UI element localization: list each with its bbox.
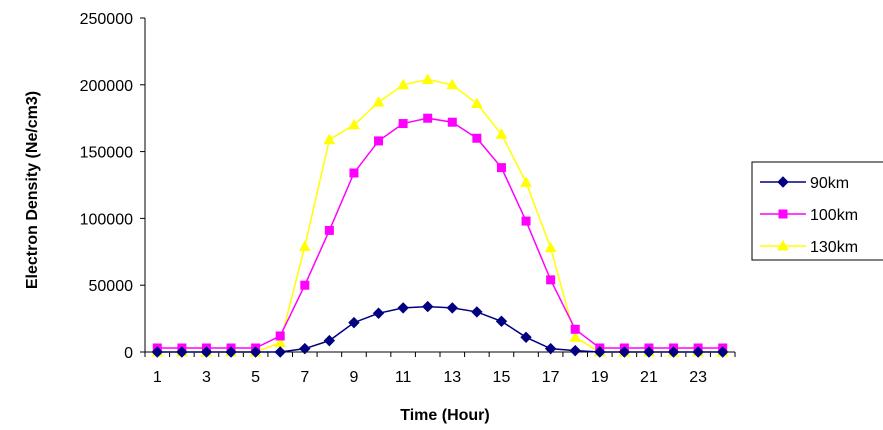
x-tick-label: 7 <box>300 369 309 386</box>
data-point <box>423 113 433 123</box>
y-axis-title: Electron Density (Ne/cm3) <box>24 91 41 289</box>
legend-marker <box>777 176 789 188</box>
axes <box>144 18 735 353</box>
x-tick-label: 5 <box>251 369 260 386</box>
data-point <box>570 324 580 334</box>
y-tick-label: 250000 <box>80 11 133 28</box>
legend-label: 130km <box>810 239 858 256</box>
data-point <box>398 119 408 129</box>
data-point <box>324 225 334 235</box>
data-point <box>471 97 483 109</box>
series-line <box>157 117 723 349</box>
x-tick-label: 1 <box>153 369 162 386</box>
data-point <box>421 73 434 84</box>
data-point <box>374 136 384 146</box>
data-point <box>667 346 680 358</box>
data-point <box>544 342 557 355</box>
data-point <box>349 168 359 178</box>
series-90km <box>151 300 729 358</box>
series-100km <box>152 113 728 353</box>
legend-entry-100km: 100km <box>760 207 858 224</box>
x-tick-label: 9 <box>350 369 359 386</box>
x-tick-label: 3 <box>202 369 211 386</box>
legend-entry-90km: 90km <box>760 175 849 192</box>
x-tick-label: 19 <box>591 369 609 386</box>
data-point <box>546 275 556 285</box>
data-point <box>520 176 532 187</box>
data-point <box>643 346 655 358</box>
data-point <box>521 216 531 226</box>
x-tick-labels: 1 3 5 7 9 11 13 15 17 19 21 23 <box>144 352 736 386</box>
series-layer <box>151 73 729 358</box>
data-point <box>717 346 729 358</box>
y-tick-label: 0 <box>124 345 133 362</box>
data-point <box>275 331 285 341</box>
x-tick-label: 11 <box>395 369 412 386</box>
y-axis-title-group: Electron Density (Ne/cm3) <box>24 91 41 289</box>
data-point <box>569 344 581 357</box>
legend-entry-130km: 130km <box>760 239 858 256</box>
y-tick-label: 100000 <box>80 211 133 228</box>
data-point <box>496 163 506 173</box>
data-point <box>569 331 582 342</box>
data-point <box>372 307 385 319</box>
data-point <box>618 346 631 358</box>
data-point <box>397 78 409 90</box>
data-point <box>348 118 360 130</box>
legend-label: 90km <box>810 175 849 192</box>
x-axis-title: Time (Hour) <box>400 407 489 424</box>
data-point <box>495 128 508 139</box>
data-point <box>348 316 360 329</box>
data-point <box>447 117 457 127</box>
data-point <box>471 306 483 318</box>
x-tick-label: 13 <box>443 369 461 386</box>
data-point <box>274 346 286 358</box>
legend-box <box>751 161 883 261</box>
data-point <box>323 133 336 145</box>
x-tick-label: 23 <box>689 369 707 386</box>
data-point <box>692 346 704 358</box>
data-point <box>422 300 434 313</box>
legend-marker <box>778 209 788 219</box>
x-tick-label: 21 <box>640 369 658 386</box>
y-tick-label: 150000 <box>80 145 133 162</box>
data-point <box>594 346 606 358</box>
data-point <box>249 346 262 358</box>
data-point <box>300 280 310 290</box>
legend-label: 100km <box>810 207 858 224</box>
legend-marker <box>777 239 789 251</box>
data-point <box>151 346 163 358</box>
data-point <box>495 315 508 327</box>
x-tick-label: 17 <box>542 369 560 386</box>
y-tick-labels: 0 50000 100000 150000 200000 250000 <box>80 11 145 362</box>
data-point <box>200 346 213 358</box>
y-tick-label: 200000 <box>80 78 133 95</box>
x-tick-label: 15 <box>493 369 511 386</box>
data-point <box>520 331 532 344</box>
series-130km <box>151 73 729 357</box>
data-point <box>298 240 311 251</box>
series-line <box>157 305 723 353</box>
data-point <box>176 346 188 358</box>
data-point <box>397 302 409 314</box>
data-point <box>544 241 557 253</box>
legend: 90km 100km 130km <box>751 161 883 261</box>
data-point <box>299 342 311 355</box>
data-point <box>446 302 458 314</box>
data-point <box>225 346 237 358</box>
y-tick-label: 50000 <box>89 278 134 295</box>
data-point <box>372 96 385 107</box>
data-point <box>446 78 459 90</box>
data-point <box>323 334 336 347</box>
data-point <box>472 133 482 143</box>
